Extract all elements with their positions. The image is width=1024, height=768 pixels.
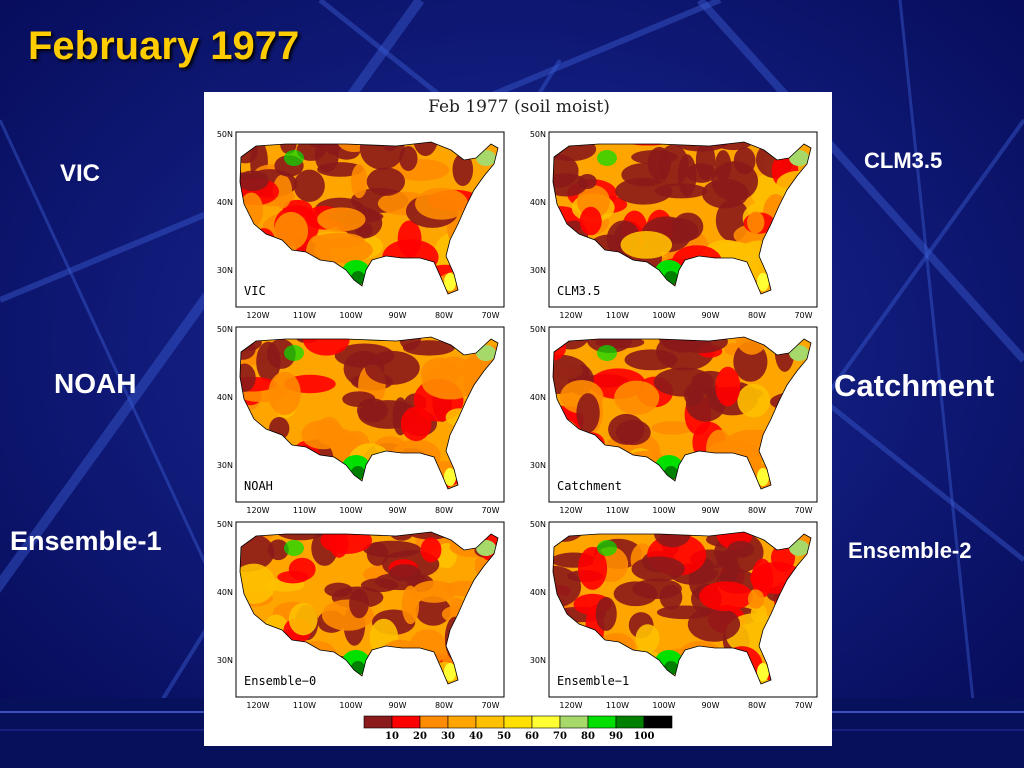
label-catchment: Catchment bbox=[834, 368, 995, 403]
lon-tick-label: 90W bbox=[701, 506, 719, 515]
colorbar-label: 30 bbox=[441, 731, 455, 742]
label-vic: VIC bbox=[60, 160, 101, 187]
map-panel: 50N 40N 30N 120W 110W 100W 90W 80W 70W CLM3.5 bbox=[530, 130, 818, 320]
lon-tick-label: 110W bbox=[293, 506, 316, 515]
lon-tick-label: 70W bbox=[794, 701, 812, 710]
label-noah: NOAH bbox=[54, 368, 137, 399]
lon-tick-label: 70W bbox=[481, 506, 499, 515]
lat-tick-label: 50N bbox=[530, 325, 546, 334]
panel-label: VIC bbox=[244, 284, 266, 298]
lat-tick-label: 40N bbox=[217, 393, 233, 402]
colorbar-swatch bbox=[503, 715, 533, 729]
label-clm35: CLM3.5 bbox=[864, 148, 943, 173]
lat-tick-label: 30N bbox=[530, 461, 546, 470]
slide-title: February 1977 bbox=[28, 24, 300, 68]
colorbar-swatch bbox=[475, 715, 505, 729]
panel-label: Catchment bbox=[557, 479, 622, 493]
lat-tick-label: 50N bbox=[530, 520, 546, 529]
panel-label: NOAH bbox=[244, 479, 273, 493]
lon-tick-label: 120W bbox=[246, 701, 269, 710]
lon-tick-label: 100W bbox=[339, 311, 362, 320]
lat-tick-label: 40N bbox=[530, 198, 546, 207]
lon-tick-label: 120W bbox=[559, 506, 582, 515]
lon-tick-label: 120W bbox=[246, 506, 269, 515]
colorbar-label: 70 bbox=[553, 731, 567, 742]
lon-tick-label: 110W bbox=[293, 311, 316, 320]
colorbar-swatch bbox=[615, 715, 645, 729]
lon-tick-label: 120W bbox=[246, 311, 269, 320]
lon-tick-label: 110W bbox=[606, 701, 629, 710]
lon-tick-label: 90W bbox=[701, 311, 719, 320]
colorbar-swatch bbox=[643, 715, 673, 729]
lon-tick-label: 100W bbox=[339, 506, 362, 515]
label-ensemble-2: Ensemble-2 bbox=[848, 538, 972, 563]
panel-label: CLM3.5 bbox=[557, 284, 600, 298]
map-panel: 50N 40N 30N 120W 110W 100W 90W 80W 70W Ensemble−0 bbox=[217, 520, 505, 710]
colorbar-swatch bbox=[587, 715, 617, 729]
lon-tick-label: 70W bbox=[481, 701, 499, 710]
lat-tick-label: 30N bbox=[217, 266, 233, 275]
colorbar-label: 100 bbox=[634, 731, 655, 742]
lat-tick-label: 50N bbox=[217, 130, 233, 139]
soil-moisture-figure: Feb 1977 (soil moist) 50N 40N 30N 120W 110W 1… bbox=[204, 92, 832, 746]
map-panel: 50N 40N 30N 120W 110W 100W 90W 80W 70W Ensemble−1 bbox=[530, 520, 818, 710]
colorbar-swatch bbox=[447, 715, 477, 729]
lon-tick-label: 80W bbox=[748, 311, 766, 320]
map-panel: 50N 40N 30N 120W 110W 100W 90W 80W 70W Catchment bbox=[530, 325, 818, 515]
colorbar-legend: 10 20 30 40 50 60 70 80 90 100 bbox=[363, 715, 673, 742]
lon-tick-label: 110W bbox=[606, 311, 629, 320]
lon-tick-label: 80W bbox=[748, 506, 766, 515]
lon-tick-label: 70W bbox=[794, 311, 812, 320]
lon-tick-label: 100W bbox=[652, 506, 675, 515]
lon-tick-label: 80W bbox=[435, 701, 453, 710]
label-ensemble-1: Ensemble-1 bbox=[10, 526, 162, 556]
lat-tick-label: 40N bbox=[530, 588, 546, 597]
colorbar-label: 20 bbox=[413, 731, 427, 742]
colorbar-swatch bbox=[559, 715, 589, 729]
colorbar-label: 80 bbox=[581, 731, 595, 742]
colorbar-label: 60 bbox=[525, 731, 539, 742]
lon-tick-label: 110W bbox=[606, 506, 629, 515]
colorbar-label: 90 bbox=[609, 731, 623, 742]
colorbar-label: 10 bbox=[385, 731, 399, 742]
lat-tick-label: 40N bbox=[217, 588, 233, 597]
lon-tick-label: 120W bbox=[559, 701, 582, 710]
panel-label: Ensemble−1 bbox=[557, 674, 629, 688]
lat-tick-label: 30N bbox=[217, 656, 233, 665]
lat-tick-label: 30N bbox=[217, 461, 233, 470]
lat-tick-label: 40N bbox=[217, 198, 233, 207]
colorbar-swatch bbox=[363, 715, 393, 729]
lat-tick-label: 50N bbox=[217, 325, 233, 334]
figure-canvas: Feb 1977 (soil moist) 50N 40N 30N 120W 110W 1… bbox=[217, 97, 818, 742]
lat-tick-label: 50N bbox=[217, 520, 233, 529]
lon-tick-label: 100W bbox=[652, 701, 675, 710]
figure-title: Feb 1977 (soil moist) bbox=[428, 97, 610, 117]
colorbar-label: 50 bbox=[497, 731, 511, 742]
colorbar-swatch bbox=[391, 715, 421, 729]
lon-tick-label: 120W bbox=[559, 311, 582, 320]
lon-tick-label: 90W bbox=[388, 506, 406, 515]
lon-tick-label: 70W bbox=[481, 311, 499, 320]
lat-tick-label: 30N bbox=[530, 656, 546, 665]
panel-label: Ensemble−0 bbox=[244, 674, 316, 688]
lon-tick-label: 90W bbox=[388, 311, 406, 320]
lon-tick-label: 110W bbox=[293, 701, 316, 710]
map-panel: 50N 40N 30N 120W 110W 100W 90W 80W 70W NOAH bbox=[217, 325, 505, 515]
colorbar-label: 40 bbox=[469, 731, 483, 742]
lon-tick-label: 80W bbox=[435, 506, 453, 515]
lon-tick-label: 80W bbox=[435, 311, 453, 320]
lon-tick-label: 70W bbox=[794, 506, 812, 515]
colorbar-swatch bbox=[419, 715, 449, 729]
lat-tick-label: 40N bbox=[530, 393, 546, 402]
lon-tick-label: 90W bbox=[388, 701, 406, 710]
lon-tick-label: 90W bbox=[701, 701, 719, 710]
map-panel: 50N 40N 30N 120W 110W 100W 90W 80W 70W VIC bbox=[217, 130, 505, 320]
lon-tick-label: 80W bbox=[748, 701, 766, 710]
lon-tick-label: 100W bbox=[652, 311, 675, 320]
colorbar-swatch bbox=[531, 715, 561, 729]
lon-tick-label: 100W bbox=[339, 701, 362, 710]
lat-tick-label: 50N bbox=[530, 130, 546, 139]
lat-tick-label: 30N bbox=[530, 266, 546, 275]
